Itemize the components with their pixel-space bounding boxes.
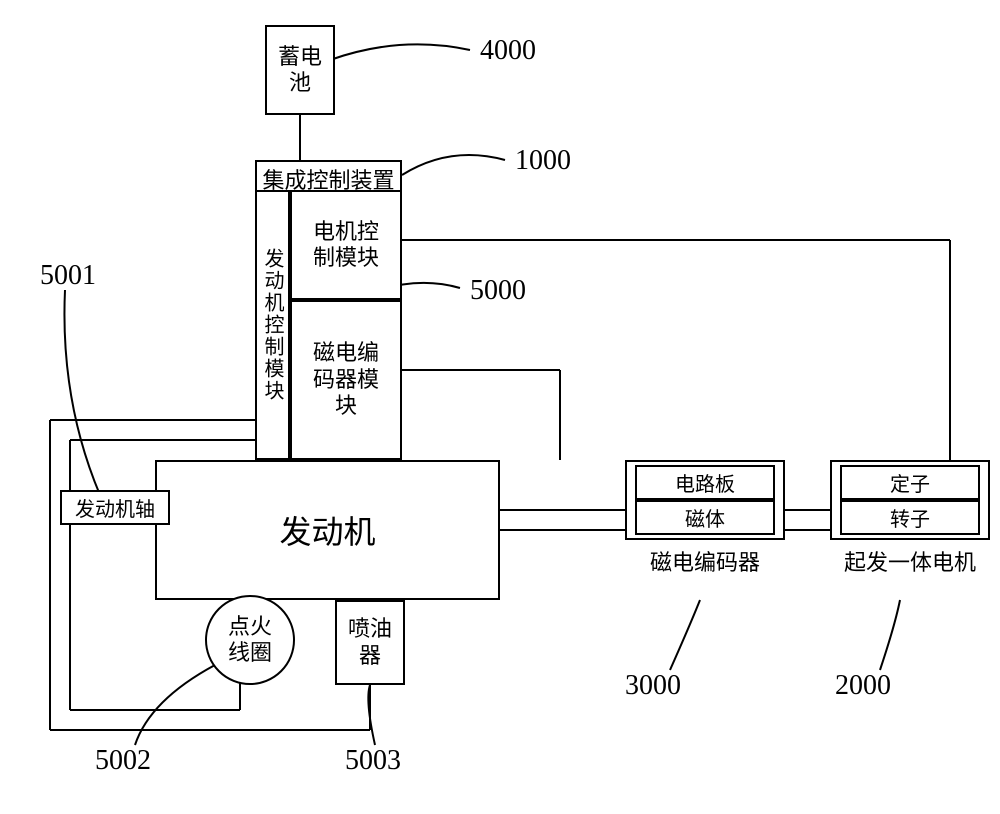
ignition-coil: 点火 线圈 [205,595,295,685]
fuel-injector: 喷油 器 [335,600,405,685]
motor-rotor-label: 转子 [890,503,930,532]
engine-ctrl-label: 发动机控制模块 [258,248,287,402]
motor-ctrl-module: 电机控 制模块 [290,190,402,300]
motor-stator-label: 定子 [890,468,930,497]
encoder-module-label: 磁电编 码器模 块 [313,340,379,419]
injector-label: 喷油 器 [348,616,392,669]
engine-box: 发动机 [155,460,500,600]
battery-box: 蓄电 池 [265,25,335,115]
motor-stator: 定子 [840,465,980,500]
ref-5000: 5000 [470,275,526,307]
ref-4000: 4000 [480,35,536,67]
ref-5003: 5003 [345,745,401,777]
motor-caption: 起发一体电机 [830,545,990,577]
encoder-magnet: 磁体 [635,500,775,535]
encoder-pcb: 电路板 [635,465,775,500]
motor-rotor: 转子 [840,500,980,535]
encoder-module: 磁电编 码器模 块 [290,300,402,460]
battery-label: 蓄电 池 [278,44,322,97]
ignition-label: 点火 线圈 [228,614,272,667]
ref-3000: 3000 [625,670,681,702]
engine-label: 发动机 [279,507,375,553]
ref-1000: 1000 [515,145,571,177]
encoder-magnet-label: 磁体 [685,503,725,532]
diagram-canvas: 蓄电 池 4000 集成控制装置 发动机控制模块 电机控 制模块 磁电编 码器模… [0,0,1000,814]
motor-ctrl-label: 电机控 制模块 [313,219,379,272]
engine-ctrl-module: 发动机控制模块 [255,190,290,460]
engine-shaft-label: 发动机轴 [75,493,155,522]
engine-shaft-box: 发动机轴 [60,490,170,525]
encoder-caption: 磁电编码器 [635,545,775,577]
ref-5002: 5002 [95,745,151,777]
encoder-pcb-label: 电路板 [675,468,735,497]
ref-2000: 2000 [835,670,891,702]
ref-5001: 5001 [40,260,96,292]
